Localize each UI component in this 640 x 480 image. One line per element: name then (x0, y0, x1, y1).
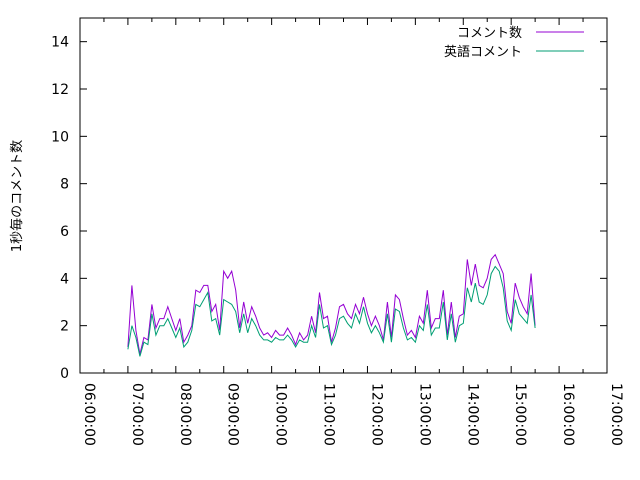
y-tick-label: 0 (60, 366, 69, 382)
x-tick-label: 10:00:00 (273, 383, 289, 446)
y-tick-label: 14 (51, 35, 69, 51)
y-axis-label: 1秒毎のコメント数 (9, 140, 25, 252)
axes-layer: 0 2 4 6 8 10 12 14 06:00:00 07:00:00 08:00:00 09:00… (51, 18, 624, 446)
y-tick-label: 4 (60, 271, 69, 287)
x-tick-label: 15:00:00 (512, 383, 528, 446)
x-tick-label: 08:00:00 (177, 383, 193, 446)
legend-label-2: 英語コメント (444, 44, 522, 60)
x-tick-label: 06:00:00 (81, 383, 97, 446)
y-tick-label: 10 (51, 129, 69, 145)
x-tick-label: 12:00:00 (368, 383, 384, 446)
y-tick-label: 6 (60, 224, 69, 240)
x-tick-label: 09:00:00 (225, 383, 241, 446)
x-tick-label: 14:00:00 (464, 383, 480, 446)
series-layer (127, 253, 536, 357)
x-tick-label: 13:00:00 (416, 383, 432, 446)
y-tick-label: 8 (60, 177, 69, 193)
x-tick-label: 11:00:00 (321, 383, 337, 446)
y-tick-label: 2 (60, 319, 69, 335)
x-tick-label: 17:00:00 (608, 383, 624, 446)
x-tick-label: 16:00:00 (560, 383, 576, 446)
legend-label-1: コメント数 (457, 26, 522, 41)
series-line-2 (127, 265, 536, 357)
y-tick-label: 12 (51, 82, 69, 98)
x-tick-label: 07:00:00 (129, 383, 145, 446)
plot-frame (79, 17, 608, 374)
